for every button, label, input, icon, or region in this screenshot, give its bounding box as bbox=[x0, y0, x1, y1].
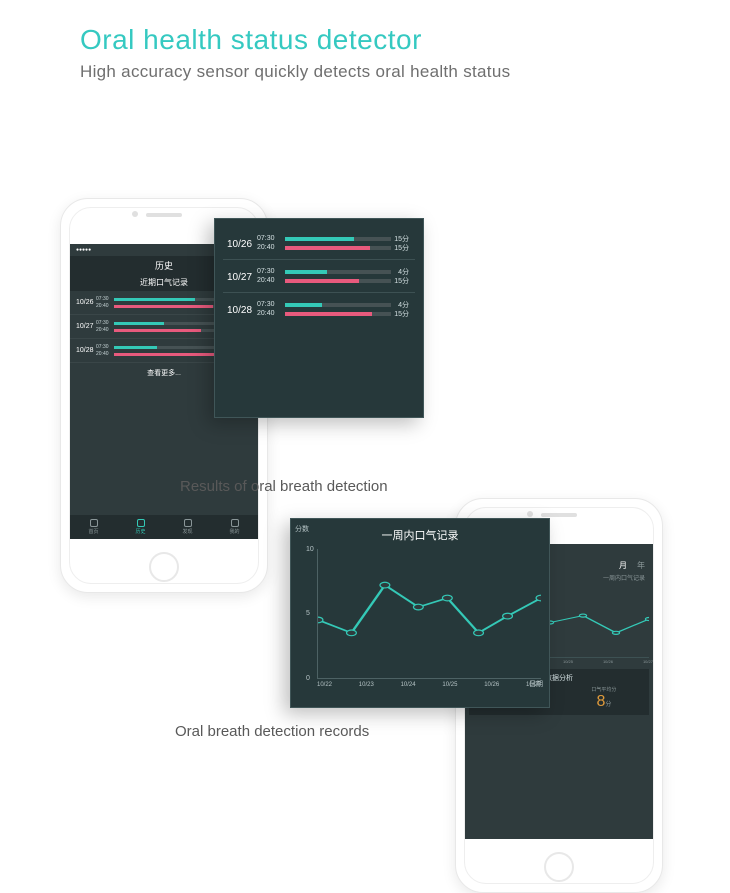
caption-records: Oral breath detection records bbox=[175, 723, 369, 740]
page-title: Oral health status detector bbox=[80, 24, 690, 56]
bar-line: 20:40 15分 bbox=[257, 310, 411, 317]
zoom-overlay-bars: 10/2607:3015分20:4015分10/2707:304分20:4015… bbox=[214, 218, 424, 418]
date-label: 10/26 bbox=[76, 295, 96, 306]
y-tick: 5 bbox=[306, 610, 310, 617]
y-axis-label: 分数 bbox=[295, 524, 309, 534]
bar-line: 20:40 15分 bbox=[257, 244, 411, 251]
bar-line: 07:304分 bbox=[257, 268, 411, 275]
x-tick: 10/25 bbox=[442, 682, 457, 688]
time-label: 07:30 bbox=[96, 296, 114, 302]
value-label: 15分 bbox=[394, 243, 409, 253]
date-label: 10/28 bbox=[227, 299, 257, 316]
time-label: 20:40 bbox=[96, 303, 114, 309]
tab-icon bbox=[231, 519, 239, 527]
home-button[interactable] bbox=[149, 552, 179, 582]
time-label: 07:30 bbox=[257, 301, 285, 308]
bar-fill bbox=[114, 298, 195, 301]
tab-item[interactable]: 发现 bbox=[164, 515, 211, 539]
bar-fill bbox=[114, 353, 216, 356]
bar-fill bbox=[114, 329, 201, 332]
x-tick: 10/24 bbox=[401, 682, 416, 688]
x-tick: 10/27 bbox=[643, 659, 653, 664]
x-tick: 10/26 bbox=[484, 682, 499, 688]
bar-fill bbox=[285, 237, 354, 241]
bar-fill bbox=[114, 305, 213, 308]
date-label: 10/28 bbox=[76, 343, 96, 354]
value-label: 15分 bbox=[394, 276, 409, 286]
x-tick: 10/23 bbox=[359, 682, 374, 688]
page-subtitle: High accuracy sensor quickly detects ora… bbox=[80, 62, 690, 82]
period-tab[interactable]: 月 bbox=[619, 560, 627, 571]
time-label: 07:30 bbox=[96, 344, 114, 350]
y-tick: 10 bbox=[306, 546, 314, 553]
bar-line: 07:3015分 bbox=[257, 235, 411, 242]
time-label: 20:40 bbox=[257, 310, 285, 317]
bar-fill bbox=[285, 312, 372, 316]
x-tick: 10/26 bbox=[603, 659, 613, 664]
line-chart-large: 0510 bbox=[317, 549, 541, 679]
date-label: 10/27 bbox=[227, 266, 257, 283]
tab-item[interactable]: 我的 bbox=[211, 515, 258, 539]
bottom-tabs: 首页历史发现我的 bbox=[70, 515, 258, 539]
stat-label: 口气平均分 bbox=[591, 686, 616, 693]
bar-line: 20:40 15分 bbox=[257, 277, 411, 284]
y-tick: 0 bbox=[306, 675, 310, 682]
bar-row: 10/2607:3015分 20:40 15分 bbox=[223, 227, 415, 260]
zoom-overlay-chart: 一周内口气记录 分数 0510 10/2210/2310/2410/2510/2… bbox=[290, 518, 550, 708]
stat-unit: 分 bbox=[605, 702, 611, 708]
tab-icon bbox=[137, 519, 145, 527]
caption-results: Results of oral breath detection bbox=[180, 478, 388, 495]
tab-icon bbox=[90, 519, 98, 527]
x-tick: 10/25 bbox=[563, 659, 573, 664]
time-label: 07:30 bbox=[257, 268, 285, 275]
bar-fill bbox=[285, 246, 370, 250]
bar-line: 07:304分 bbox=[257, 301, 411, 308]
time-label: 07:30 bbox=[96, 320, 114, 326]
bar-fill bbox=[285, 270, 327, 274]
date-label: 10/26 bbox=[227, 233, 257, 250]
value-label: 15分 bbox=[394, 309, 409, 319]
tab-item[interactable]: 历史 bbox=[117, 515, 164, 539]
bar-row: 10/2807:304分 20:40 15分 bbox=[223, 293, 415, 325]
time-label: 20:40 bbox=[96, 327, 114, 333]
x-axis-label: 日期 bbox=[529, 679, 543, 689]
time-label: 07:30 bbox=[257, 235, 285, 242]
x-axis-labels: 10/2210/2310/2410/2510/2610/27 bbox=[317, 679, 541, 688]
bar-fill bbox=[114, 346, 157, 349]
date-label: 10/27 bbox=[76, 319, 96, 330]
bar-row: 10/2707:304分 20:40 15分 bbox=[223, 260, 415, 293]
home-button[interactable] bbox=[544, 852, 574, 882]
tab-item[interactable]: 首页 bbox=[70, 515, 117, 539]
bar-fill bbox=[285, 303, 322, 307]
time-label: 20:40 bbox=[96, 351, 114, 357]
period-tab[interactable]: 年 bbox=[637, 560, 645, 571]
time-label: 20:40 bbox=[257, 277, 285, 284]
x-tick: 10/22 bbox=[317, 682, 332, 688]
stat-item: 口气平均分8分 bbox=[591, 686, 616, 711]
tab-icon bbox=[184, 519, 192, 527]
header: Oral health status detector High accurac… bbox=[0, 0, 730, 88]
bar-fill bbox=[285, 279, 359, 283]
bar-fill bbox=[114, 322, 164, 325]
overlay-chart-title: 一周内口气记录 bbox=[299, 527, 541, 543]
time-label: 20:40 bbox=[257, 244, 285, 251]
